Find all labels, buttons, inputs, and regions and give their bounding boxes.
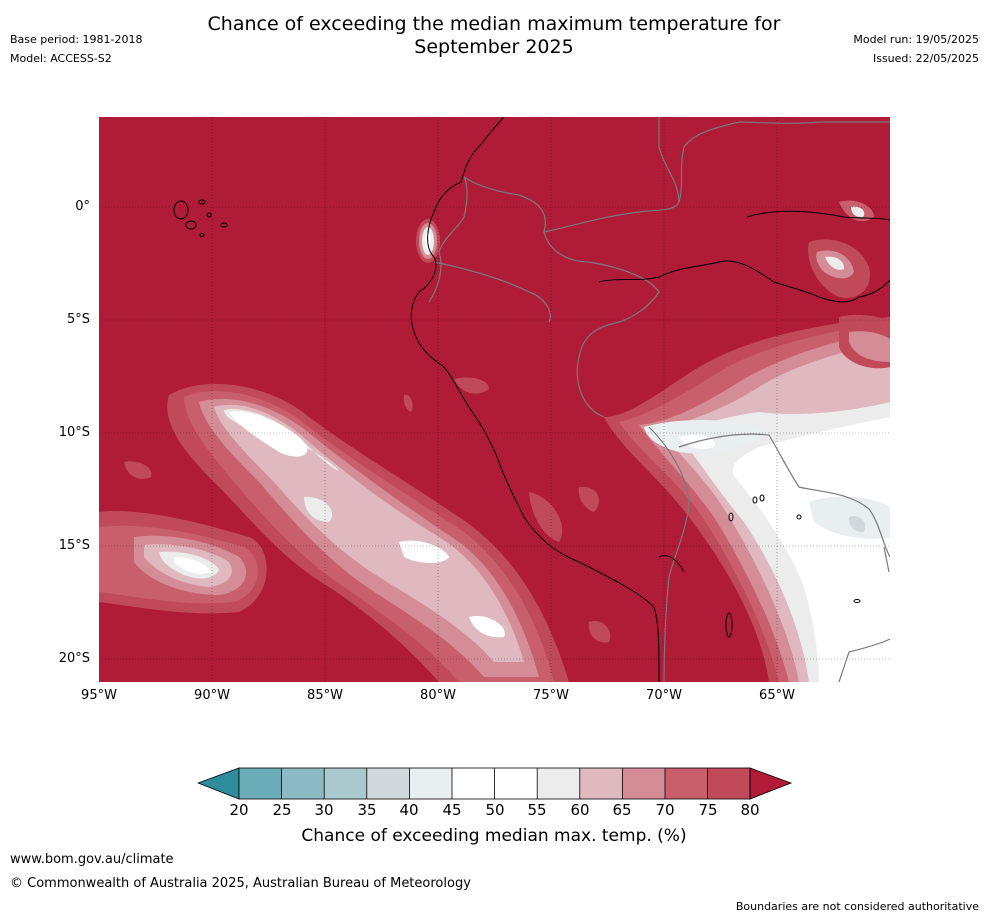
lon-label-75w: 75°W: [533, 688, 569, 703]
graticule: [99, 117, 890, 682]
lon-label-95w: 95°W: [81, 688, 117, 703]
colorbar-label: Chance of exceeding median max. temp. (%…: [301, 826, 687, 846]
ocean-band-north: [167, 383, 569, 682]
colorbar-tick-40: 40: [399, 801, 419, 819]
colorbar-tick-20: 20: [229, 801, 249, 819]
copyright-text: © Commonwealth of Australia 2025, Austra…: [10, 876, 471, 891]
colorbar-swatch-40-45: [409, 768, 452, 799]
coastlines: [173, 117, 890, 682]
model-label: Model: ACCESS-S2: [10, 52, 112, 65]
colorbar-tick-65: 65: [612, 801, 632, 819]
amazon-patches: [808, 200, 890, 369]
country-borders: [428, 117, 890, 682]
lat-label-10s: 10°S: [58, 425, 90, 440]
lat-label-20s: 20°S: [58, 651, 90, 666]
colorbar: [196, 767, 793, 805]
lon-label-80w: 80°W: [420, 688, 456, 703]
lat-label-0: 0°: [75, 199, 90, 214]
colorbar-tick-25: 25: [272, 801, 292, 819]
lat-label-5s: 5°S: [66, 312, 90, 327]
title-line-1: Chance of exceeding the median maximum t…: [207, 13, 781, 35]
lon-label-65w: 65°W: [759, 688, 795, 703]
base-period-label: Base period: 1981-2018: [10, 33, 143, 46]
map-svg: [99, 117, 890, 682]
colorbar-swatch-30-35: [324, 768, 367, 799]
colorbar-tick-75: 75: [698, 801, 718, 819]
colorbar-svg: [196, 767, 793, 800]
colorbar-swatch-65-70: [622, 768, 665, 799]
disclaimer-text: Boundaries are not considered authoritat…: [735, 900, 979, 913]
inland-southeast: [529, 317, 890, 682]
colorbar-tick-50: 50: [485, 801, 505, 819]
map-panel: [99, 117, 890, 682]
colorbar-swatch-45-50: [452, 768, 495, 799]
issued-label: Issued: 22/05/2025: [872, 52, 979, 65]
colorbar-swatch-60-65: [579, 768, 623, 799]
colorbar-swatch-55-60: [537, 768, 580, 799]
colorbar-tick-35: 35: [357, 801, 377, 819]
colorbar-tick-30: 30: [314, 801, 334, 819]
ocean-patch-south: [99, 461, 267, 614]
colorbar-tick-80: 80: [740, 801, 760, 819]
website-link[interactable]: www.bom.gov.au/climate: [10, 852, 174, 867]
colorbar-tick-70: 70: [655, 801, 675, 819]
colorbar-high-arrow: [749, 767, 793, 800]
colorbar-tick-45: 45: [442, 801, 462, 819]
colorbar-swatch-25-30: [281, 768, 325, 799]
colorbar-swatch-70-75: [665, 768, 708, 799]
colorbar-swatch-75-80: [707, 768, 750, 799]
model-run-label: Model run: 19/05/2025: [853, 33, 979, 46]
colorbar-low-arrow: [196, 767, 240, 800]
colorbar-swatch-20-25: [239, 768, 282, 799]
lon-label-85w: 85°W: [307, 688, 343, 703]
colorbar-tick-60: 60: [570, 801, 590, 819]
lon-label-90w: 90°W: [194, 688, 230, 703]
colorbar-tick-55: 55: [527, 801, 547, 819]
title-line-2: September 2025: [414, 36, 574, 58]
colorbar-swatch-50-55: [494, 768, 538, 799]
map-title: Chance of exceeding the median maximum t…: [0, 13, 988, 59]
lon-label-70w: 70°W: [646, 688, 682, 703]
colorbar-swatch-35-40: [366, 768, 410, 799]
lat-label-15s: 15°S: [58, 538, 90, 553]
